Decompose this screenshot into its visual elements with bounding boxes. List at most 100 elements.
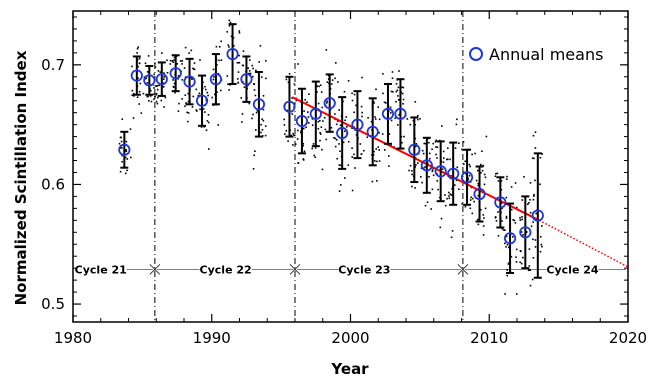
- scatter-point: [505, 215, 508, 218]
- scatter-point: [130, 156, 132, 159]
- scatter-point: [532, 238, 534, 241]
- scatter-point: [307, 111, 309, 113]
- scatter-point: [477, 169, 479, 172]
- scatter-point: [415, 164, 417, 166]
- scatter-point: [238, 32, 241, 34]
- scatter-point: [353, 153, 355, 156]
- scatter-point: [146, 95, 149, 98]
- scatter-point: [532, 221, 534, 223]
- scatter-point: [265, 77, 267, 80]
- scatter-point: [470, 196, 472, 199]
- scatter-point: [190, 49, 193, 52]
- annual-mean-point: [295, 114, 309, 128]
- scatter-point: [302, 158, 305, 160]
- scatter-point: [136, 96, 139, 98]
- scatter-point: [533, 195, 535, 197]
- scatter-point: [212, 68, 215, 71]
- scatter-point: [376, 180, 378, 182]
- scatter-point: [528, 248, 531, 250]
- scatter-point: [344, 130, 346, 133]
- scatter-point: [131, 65, 133, 68]
- scatter-point: [436, 146, 439, 149]
- scatter-point: [338, 190, 341, 192]
- scatter-point: [314, 156, 317, 159]
- scatter-point: [227, 44, 230, 46]
- scatter-point: [480, 172, 482, 174]
- scatter-point: [174, 91, 176, 94]
- scatter-point: [220, 59, 223, 61]
- scatter-point: [303, 150, 306, 153]
- scatter-point: [146, 82, 149, 84]
- scatter-point: [163, 106, 165, 108]
- scatter-point: [477, 218, 479, 221]
- axes: 1980 1990 2000 2010 2020 0.5 0.6 0.7: [41, 10, 647, 347]
- scatter-point: [424, 204, 427, 207]
- x-axis-label: Year: [330, 360, 369, 377]
- scatter-point: [508, 246, 510, 249]
- scatter-point: [147, 55, 150, 57]
- scatter-point: [212, 78, 215, 81]
- scatter-point: [513, 219, 516, 222]
- scatter-point: [414, 101, 417, 103]
- scatter-point: [421, 181, 423, 184]
- scatter-point: [480, 163, 482, 166]
- y-tick-label: 0.5: [41, 295, 65, 313]
- scatter-point: [254, 150, 256, 152]
- scatter-point: [431, 148, 433, 150]
- scatter-point: [149, 95, 152, 97]
- scatter-point: [330, 83, 333, 85]
- scatter-point: [198, 92, 201, 95]
- y-tick-label: 0.6: [41, 175, 65, 193]
- scatter-point: [519, 250, 522, 252]
- annual-mean-point: [323, 97, 336, 110]
- scatter-point: [252, 113, 254, 116]
- scatter-point: [431, 188, 434, 191]
- scatter-point: [172, 85, 175, 88]
- scatter-point: [512, 219, 514, 221]
- scatter-point: [204, 111, 206, 113]
- scatter-point: [252, 67, 254, 70]
- scatter-point: [494, 217, 497, 219]
- scatter-point: [474, 152, 476, 155]
- scatter-point: [424, 142, 427, 145]
- scatter-point: [520, 231, 523, 233]
- scatter-point: [506, 274, 508, 277]
- scatter-point: [330, 127, 333, 129]
- scatter-point: [440, 217, 443, 220]
- scatter-point: [529, 269, 531, 271]
- scatter-point: [534, 131, 537, 133]
- scatter-point: [375, 88, 377, 91]
- scatter-point: [351, 92, 353, 95]
- annual-mean-point: [240, 73, 253, 86]
- scatter-point: [506, 269, 509, 271]
- annual-mean-point: [169, 67, 182, 80]
- scatter-point: [307, 122, 310, 124]
- scatter-point: [325, 138, 328, 141]
- scatter-point: [444, 204, 447, 207]
- scatter-point: [303, 110, 305, 112]
- scatter-point: [377, 106, 379, 108]
- scatter-point: [480, 208, 482, 211]
- scatter-point: [119, 170, 122, 173]
- scatter-point: [523, 176, 525, 178]
- scatter-point: [426, 201, 429, 203]
- scatter-point: [311, 147, 313, 150]
- scatter-point: [132, 92, 135, 95]
- scatter-point: [448, 191, 450, 194]
- scatter-point: [253, 89, 256, 91]
- scatter-point: [360, 153, 363, 155]
- annual-mean-point: [155, 73, 168, 86]
- scatter-point: [339, 124, 342, 127]
- scatter-point: [214, 93, 216, 96]
- scatter-point: [406, 118, 409, 120]
- scatter-point: [316, 85, 319, 87]
- scatter-point: [321, 148, 323, 151]
- scatter-point: [317, 102, 320, 105]
- scatter-point: [177, 110, 180, 112]
- scatter-point: [323, 116, 326, 119]
- cycle-marker: [457, 264, 469, 275]
- scatter-point: [370, 120, 373, 123]
- scatter-point: [220, 89, 222, 92]
- scatter-point: [320, 91, 323, 93]
- scatter-point: [297, 162, 300, 164]
